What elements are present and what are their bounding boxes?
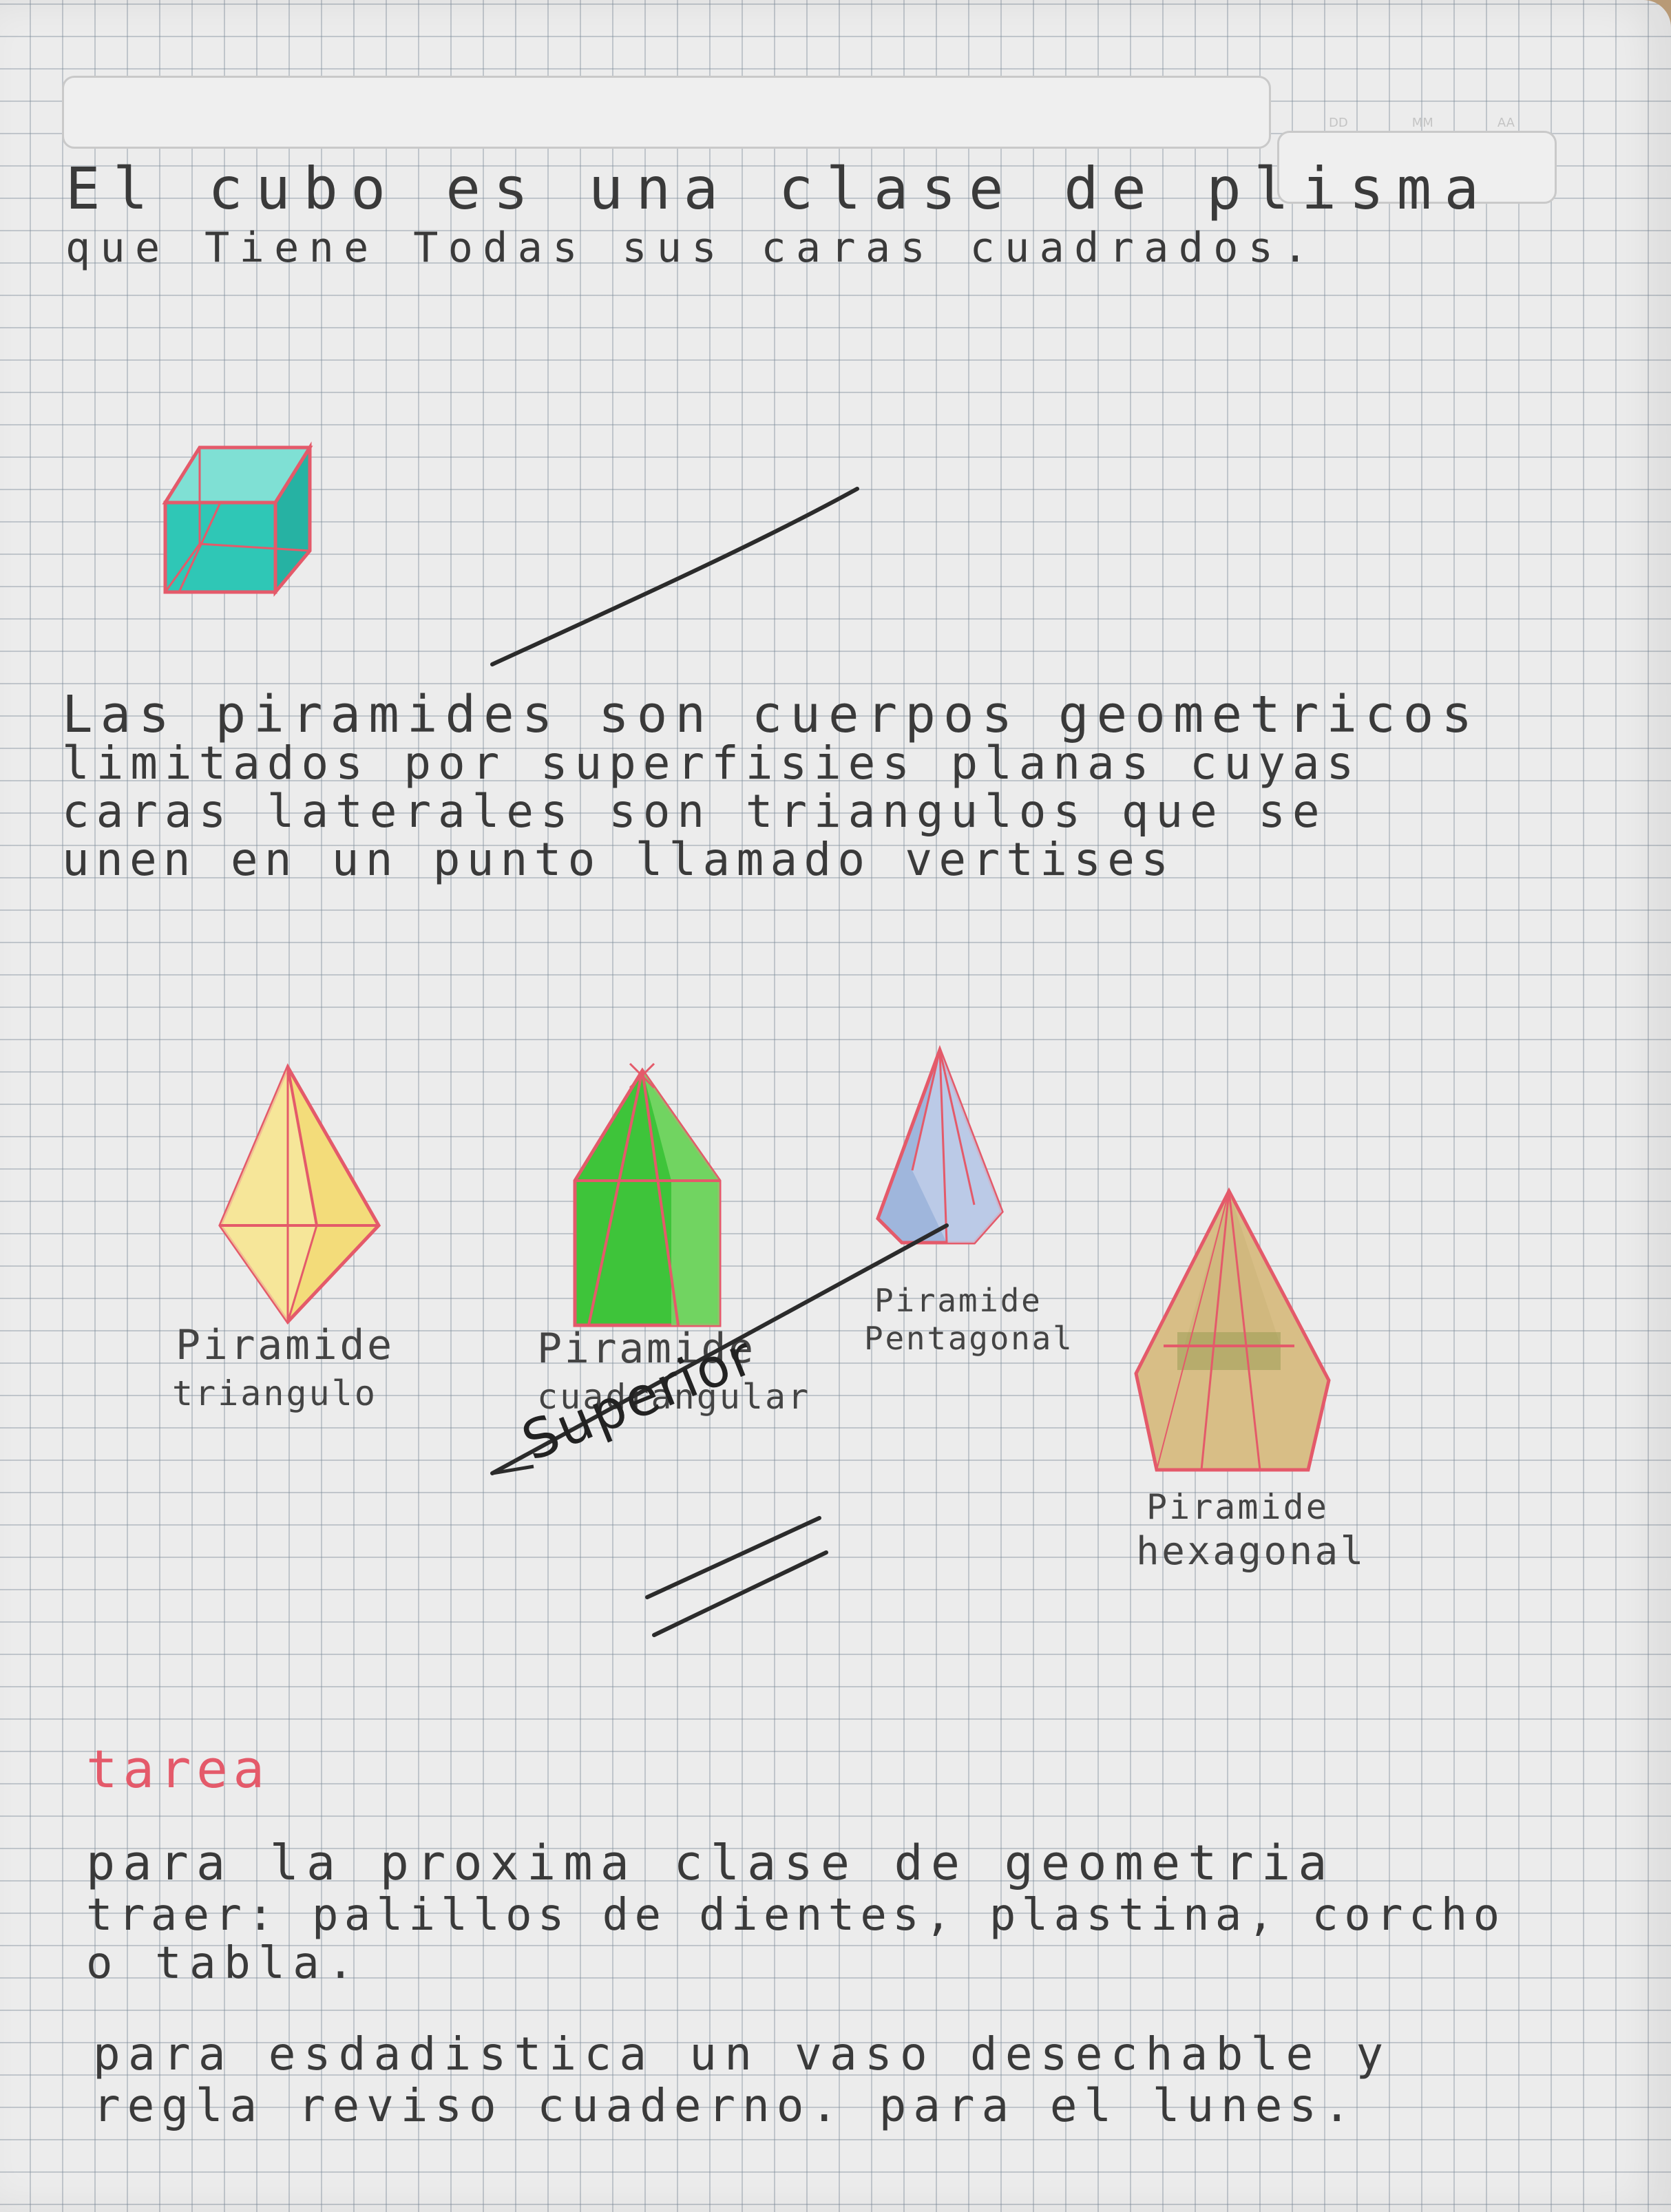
homework-line-1: para la proxima clase de geometria (86, 1835, 1335, 1891)
square-label-line-2: cuadrangular (537, 1377, 811, 1417)
cube-drawing (162, 441, 313, 597)
cube-line-1: El cubo es una clase de plisma (65, 155, 1492, 222)
pencil-stroke-line (490, 487, 859, 666)
header-date-box (1277, 131, 1557, 204)
pentagonal-label-line-2: Pentagonal (864, 1320, 1074, 1357)
triangular-label-line-2: triangulo (172, 1373, 377, 1413)
pyramids-line-1: Las piramides son cuerpos geometricos (62, 685, 1480, 744)
pyramids-line-4: unen en un punto llamado vertises (62, 833, 1175, 886)
pencil-arrow-line (490, 1223, 949, 1475)
date-field-year: AA (1497, 116, 1515, 130)
square-pyramid-drawing (573, 1062, 722, 1327)
cube-line-2: que Tiene Todas sus caras cuadrados. (65, 224, 1318, 272)
homework-title: tarea (86, 1738, 270, 1800)
triangular-label-line-1: Piramide (176, 1321, 395, 1369)
date-field-day: DD (1329, 116, 1348, 130)
statistics-line-2: regla reviso cuaderno. para el lunes. (93, 2079, 1358, 2132)
homework-line-3: o tabla. (86, 1938, 362, 1989)
superior-underline (645, 1516, 828, 1637)
date-field-month: MM (1411, 116, 1433, 130)
header-title-box (62, 76, 1271, 149)
pyramids-line-3: caras laterales son triangulos que se (62, 785, 1327, 838)
pentagonal-label-line-1: Piramide (874, 1282, 1042, 1319)
statistics-line-1: para esdadistica un vaso desechable y (93, 2027, 1391, 2081)
pentagonal-pyramid-drawing (876, 1044, 1004, 1245)
homework-line-2: traer: palillos de dientes, plastina, co… (86, 1890, 1506, 1941)
triangular-pyramid-drawing (218, 1063, 381, 1325)
date-field-labels: DD MM AA (1329, 116, 1515, 130)
pyramids-line-2: limitados por superfisies planas cuyas (62, 737, 1361, 790)
hexagonal-label-line-2: hexagonal (1136, 1529, 1366, 1574)
hexagonal-label-line-1: Piramide (1146, 1487, 1329, 1527)
hexagonal-pyramid-drawing (1134, 1187, 1331, 1472)
